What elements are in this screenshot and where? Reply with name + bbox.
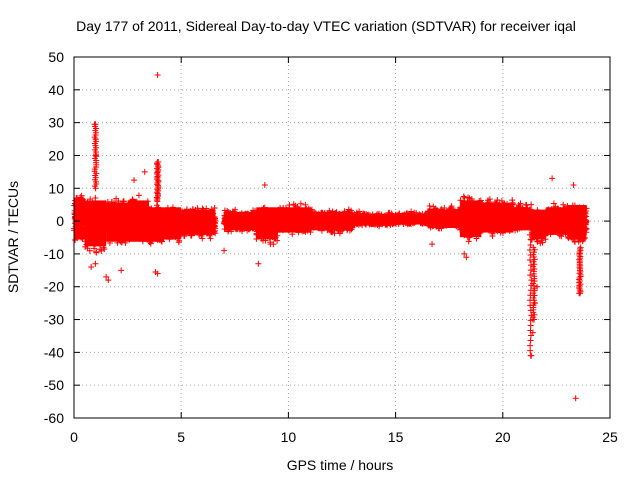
data-band xyxy=(103,195,131,246)
data-band xyxy=(424,203,463,232)
data-band-core xyxy=(352,214,396,226)
data-band-core xyxy=(459,200,482,238)
data-point xyxy=(460,193,467,200)
data-points xyxy=(71,72,590,402)
data-band-core xyxy=(309,211,353,231)
data-point xyxy=(135,192,142,199)
data-point xyxy=(113,195,120,202)
data-point xyxy=(96,246,103,253)
data-band xyxy=(349,208,399,230)
data-band xyxy=(306,206,356,237)
data-band-core xyxy=(224,211,257,231)
data-band-core xyxy=(74,198,85,240)
data-point xyxy=(302,201,309,208)
data-band xyxy=(146,202,168,247)
data-band-core xyxy=(181,209,216,235)
data-point xyxy=(465,238,472,245)
data-band xyxy=(221,206,260,235)
data-point xyxy=(93,249,100,256)
data-band xyxy=(81,195,110,256)
data-point xyxy=(297,200,304,207)
data-band-core xyxy=(106,202,128,242)
data-band xyxy=(274,200,313,238)
data-point xyxy=(92,195,99,202)
data-band-core xyxy=(277,207,310,233)
data-band-core xyxy=(256,207,278,240)
chart-title: Day 177 of 2011, Sidereal Day-to-day VTE… xyxy=(76,18,576,34)
data-point xyxy=(78,192,85,199)
data-band-core xyxy=(395,214,428,225)
data-band-core xyxy=(427,209,460,228)
data-band-core xyxy=(84,200,107,247)
data-band-core xyxy=(127,200,150,242)
data-point xyxy=(175,239,182,246)
data-band xyxy=(178,205,219,242)
